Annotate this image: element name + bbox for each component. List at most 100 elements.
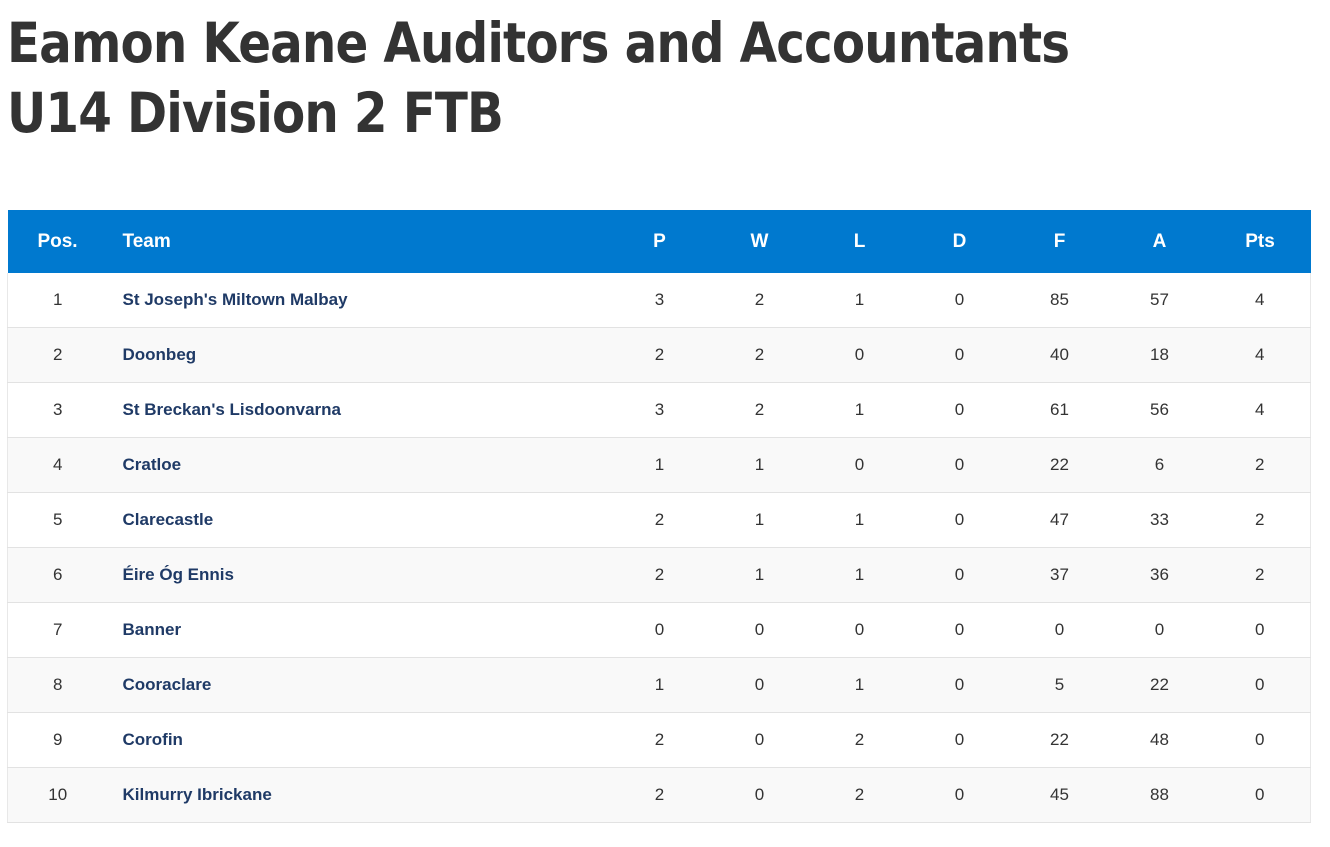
cell-points: 0 xyxy=(1209,657,1311,713)
cell-lost: 1 xyxy=(809,657,910,713)
cell-drawn: 0 xyxy=(909,382,1010,438)
table-row: 9 Corofin 2 0 2 0 22 48 0 xyxy=(7,712,1311,768)
cell-pos: 9 xyxy=(7,712,108,768)
team-link[interactable]: St Breckan's Lisdoonvarna xyxy=(122,400,342,419)
cell-lost: 0 xyxy=(809,437,910,493)
table-row: 5 Clarecastle 2 1 1 0 47 33 2 xyxy=(7,492,1311,548)
cell-won: 2 xyxy=(709,382,810,438)
cell-played: 2 xyxy=(609,492,710,548)
cell-played: 3 xyxy=(609,273,710,328)
page-title: Eamon Keane Auditors and Accountants U14… xyxy=(7,11,1070,145)
cell-played: 2 xyxy=(609,327,710,383)
cell-pos: 7 xyxy=(7,602,108,658)
cell-against: 88 xyxy=(1109,767,1210,823)
cell-lost: 1 xyxy=(809,382,910,438)
cell-against: 36 xyxy=(1109,547,1210,603)
cell-points: 0 xyxy=(1209,712,1311,768)
cell-played: 1 xyxy=(609,657,710,713)
cell-pos: 2 xyxy=(7,327,108,383)
cell-for: 85 xyxy=(1009,273,1110,328)
cell-pos: 5 xyxy=(7,492,108,548)
cell-lost: 1 xyxy=(809,547,910,603)
cell-drawn: 0 xyxy=(909,767,1010,823)
cell-for: 45 xyxy=(1009,767,1110,823)
cell-for: 47 xyxy=(1009,492,1110,548)
cell-against: 0 xyxy=(1109,602,1210,658)
cell-played: 0 xyxy=(609,602,710,658)
team-link[interactable]: Cratloe xyxy=(122,455,182,474)
cell-for: 22 xyxy=(1009,437,1110,493)
cell-pos: 10 xyxy=(7,767,108,823)
cell-won: 0 xyxy=(709,712,810,768)
league-table: Pos. Team P W L D F A Pts 1 St Joseph's … xyxy=(7,210,1311,823)
cell-won: 1 xyxy=(709,547,810,603)
table-row: 4 Cratloe 1 1 0 0 22 6 2 xyxy=(7,437,1311,493)
cell-played: 2 xyxy=(609,767,710,823)
cell-won: 2 xyxy=(709,327,810,383)
cell-lost: 0 xyxy=(809,327,910,383)
team-link[interactable]: St Joseph's Miltown Malbay xyxy=(122,290,348,309)
cell-lost: 2 xyxy=(809,712,910,768)
cell-against: 18 xyxy=(1109,327,1210,383)
cell-points: 2 xyxy=(1209,437,1311,493)
cell-against: 56 xyxy=(1109,382,1210,438)
cell-pos: 6 xyxy=(7,547,108,603)
cell-pos: 8 xyxy=(7,657,108,713)
team-link[interactable]: Éire Óg Ennis xyxy=(122,565,234,584)
team-link[interactable]: Banner xyxy=(122,620,182,639)
cell-points: 4 xyxy=(1209,273,1311,328)
cell-for: 0 xyxy=(1009,602,1110,658)
cell-points: 0 xyxy=(1209,767,1311,823)
cell-played: 2 xyxy=(609,547,710,603)
cell-played: 2 xyxy=(609,712,710,768)
cell-won: 0 xyxy=(709,767,810,823)
cell-for: 37 xyxy=(1009,547,1110,603)
cell-for: 61 xyxy=(1009,382,1110,438)
cell-won: 0 xyxy=(709,602,810,658)
header-played: P xyxy=(609,210,710,273)
cell-team: Éire Óg Ennis xyxy=(107,547,610,603)
cell-drawn: 0 xyxy=(909,602,1010,658)
table-row: 10 Kilmurry Ibrickane 2 0 2 0 45 88 0 xyxy=(7,767,1311,823)
cell-team: Doonbeg xyxy=(107,327,610,383)
table-row: 2 Doonbeg 2 2 0 0 40 18 4 xyxy=(7,327,1311,383)
cell-played: 1 xyxy=(609,437,710,493)
cell-pos: 4 xyxy=(7,437,108,493)
team-link[interactable]: Doonbeg xyxy=(122,345,197,364)
cell-for: 40 xyxy=(1009,327,1110,383)
table-row: 1 St Joseph's Miltown Malbay 3 2 1 0 85 … xyxy=(7,273,1311,328)
cell-points: 0 xyxy=(1209,602,1311,658)
cell-drawn: 0 xyxy=(909,437,1010,493)
cell-for: 22 xyxy=(1009,712,1110,768)
cell-team: Cooraclare xyxy=(107,657,610,713)
cell-points: 2 xyxy=(1209,547,1311,603)
team-link[interactable]: Cooraclare xyxy=(122,675,212,694)
cell-drawn: 0 xyxy=(909,547,1010,603)
cell-against: 48 xyxy=(1109,712,1210,768)
cell-won: 0 xyxy=(709,657,810,713)
header-against: A xyxy=(1109,210,1210,273)
cell-team: Kilmurry Ibrickane xyxy=(107,767,610,823)
cell-drawn: 0 xyxy=(909,712,1010,768)
cell-team: St Breckan's Lisdoonvarna xyxy=(107,382,610,438)
team-link[interactable]: Clarecastle xyxy=(122,510,214,529)
header-pos: Pos. xyxy=(7,210,108,273)
cell-won: 1 xyxy=(709,492,810,548)
cell-won: 1 xyxy=(709,437,810,493)
table-row: 3 St Breckan's Lisdoonvarna 3 2 1 0 61 5… xyxy=(7,382,1311,438)
cell-pos: 1 xyxy=(7,273,108,328)
header-drawn: D xyxy=(909,210,1010,273)
header-lost: L xyxy=(809,210,910,273)
team-link[interactable]: Kilmurry Ibrickane xyxy=(122,785,272,804)
header-for: F xyxy=(1009,210,1110,273)
team-link[interactable]: Corofin xyxy=(122,730,183,749)
cell-lost: 1 xyxy=(809,273,910,328)
cell-drawn: 0 xyxy=(909,657,1010,713)
cell-points: 4 xyxy=(1209,382,1311,438)
cell-team: Banner xyxy=(107,602,610,658)
header-won: W xyxy=(709,210,810,273)
cell-lost: 2 xyxy=(809,767,910,823)
cell-against: 33 xyxy=(1109,492,1210,548)
cell-against: 6 xyxy=(1109,437,1210,493)
header-points: Pts xyxy=(1209,210,1311,273)
